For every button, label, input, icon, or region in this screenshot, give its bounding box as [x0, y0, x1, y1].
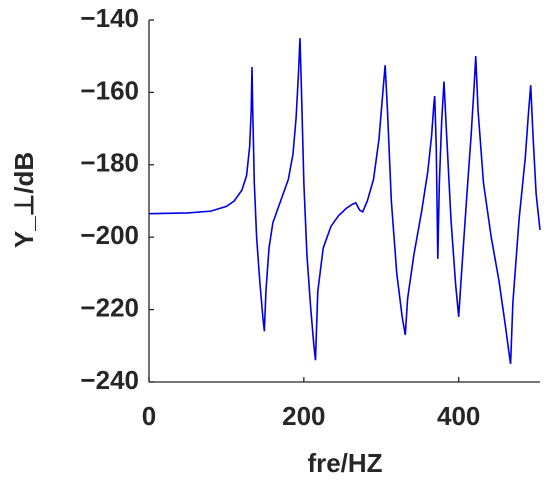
y-tick-label: −220: [80, 292, 139, 322]
x-tick-label: 200: [282, 401, 325, 431]
x-tick-label: 400: [437, 401, 480, 431]
y-tick-label: −180: [80, 148, 139, 178]
y-tick-label: −160: [80, 75, 139, 105]
y-tick-label: −240: [80, 365, 139, 395]
y-axis-label: Y_⊥/dB: [9, 152, 39, 248]
x-axis-label: fre/HZ: [307, 448, 382, 478]
y-tick-label: −140: [80, 3, 139, 33]
y-tick-label: −200: [80, 220, 139, 250]
x-tick-label: 0: [142, 401, 156, 431]
data-line: [148, 38, 541, 365]
